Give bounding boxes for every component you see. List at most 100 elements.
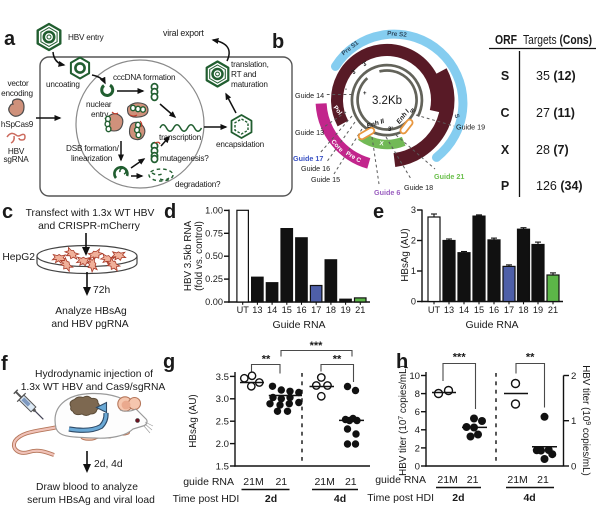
svg-text:21: 21: [537, 474, 549, 486]
svg-text:27 (11): 27 (11): [536, 106, 575, 120]
svg-text:uncoating: uncoating: [46, 80, 80, 89]
svg-text:X: X: [379, 140, 385, 148]
svg-text:transcription: transcription: [159, 133, 202, 142]
svg-text:10: 10: [409, 371, 420, 382]
svg-text:h: h: [396, 351, 408, 373]
svg-text:Guide RNA: Guide RNA: [272, 319, 325, 331]
svg-text:21M: 21M: [314, 476, 334, 488]
svg-text:**: **: [333, 354, 342, 366]
svg-text:0: 0: [415, 461, 420, 472]
svg-text:21: 21: [345, 476, 357, 488]
svg-text:**: **: [526, 352, 535, 364]
svg-text:DSB formation/: DSB formation/: [66, 144, 120, 153]
svg-text:21: 21: [355, 305, 365, 315]
svg-text:Guide 19: Guide 19: [456, 123, 485, 132]
svg-text:Guide 13: Guide 13: [295, 128, 324, 137]
svg-text:Pre S2: Pre S2: [387, 30, 408, 39]
svg-text:0: 0: [411, 297, 416, 307]
svg-text:***: ***: [453, 352, 467, 364]
svg-text:translation,: translation,: [231, 60, 269, 69]
svg-text:21M: 21M: [507, 474, 527, 486]
svg-text:HBV entry: HBV entry: [68, 33, 105, 42]
svg-text:Guide 15: Guide 15: [311, 175, 340, 184]
svg-text:1.00: 1.00: [205, 205, 223, 215]
svg-text:cccDNA formation: cccDNA formation: [113, 73, 176, 82]
svg-text:Guide 17: Guide 17: [293, 154, 323, 163]
svg-text:19: 19: [533, 305, 543, 315]
svg-text:2.5: 2.5: [216, 417, 229, 428]
svg-text:encapsidation: encapsidation: [216, 140, 265, 149]
svg-text:14: 14: [459, 305, 469, 315]
svg-text:Draw blood to analyze: Draw blood to analyze: [36, 482, 138, 493]
svg-text:serum HBsAg and viral load: serum HBsAg and viral load: [27, 495, 155, 506]
svg-text:vector: vector: [7, 79, 29, 88]
svg-text:1.5: 1.5: [216, 461, 229, 472]
svg-text:3': 3': [351, 68, 359, 76]
svg-text:P: P: [501, 179, 509, 193]
svg-text:UT: UT: [237, 305, 250, 315]
svg-text:15: 15: [474, 305, 484, 315]
svg-text:4d: 4d: [523, 492, 535, 504]
svg-text:16: 16: [489, 305, 499, 315]
svg-text:8: 8: [415, 389, 420, 400]
svg-text:hSpCas9: hSpCas9: [1, 120, 34, 129]
svg-text:21: 21: [548, 305, 558, 315]
svg-text:0.50: 0.50: [205, 251, 223, 261]
svg-text:2.0: 2.0: [216, 439, 229, 450]
svg-text:1: 1: [571, 416, 576, 427]
svg-text:5': 5': [408, 108, 416, 116]
svg-text:18: 18: [326, 305, 336, 315]
svg-text:guide RNA: guide RNA: [183, 476, 234, 488]
svg-text:guide RNA: guide RNA: [375, 474, 426, 486]
svg-text:HBV: HBV: [8, 147, 25, 156]
svg-text:f: f: [1, 353, 8, 375]
svg-text:3': 3': [388, 127, 393, 133]
svg-text:4: 4: [415, 425, 421, 436]
svg-text:Pol: Pol: [332, 104, 344, 116]
svg-text:d: d: [164, 201, 176, 223]
svg-text:***: ***: [310, 340, 324, 352]
svg-text:2: 2: [415, 443, 420, 454]
svg-text:4d: 4d: [334, 493, 346, 505]
svg-text:Hydrodynamic injection of: Hydrodynamic injection of: [35, 369, 153, 380]
svg-text:mutagenesis?: mutagenesis?: [160, 154, 209, 163]
svg-text:nuclear: nuclear: [86, 100, 112, 109]
svg-text:17: 17: [504, 305, 514, 315]
svg-text:17: 17: [311, 305, 321, 315]
svg-text:entry: entry: [91, 110, 109, 119]
svg-text:HBV titer (109 copies/mL): HBV titer (109 copies/mL): [580, 365, 591, 476]
svg-text:Guide 16: Guide 16: [301, 164, 330, 173]
svg-text:21: 21: [467, 474, 479, 486]
svg-text:15: 15: [282, 305, 292, 315]
svg-text:a: a: [4, 28, 16, 50]
svg-text:-: -: [345, 87, 347, 93]
svg-text:3: 3: [411, 205, 416, 215]
svg-text:HepG2: HepG2: [2, 252, 35, 263]
svg-text:2d: 2d: [452, 492, 464, 504]
svg-text:Guide 14: Guide 14: [295, 91, 324, 100]
svg-text:28 (7): 28 (7): [536, 143, 569, 157]
svg-text:19: 19: [340, 305, 350, 315]
svg-text:6: 6: [415, 407, 420, 418]
svg-text:Guide 21: Guide 21: [434, 172, 464, 181]
svg-text:encoding: encoding: [1, 89, 33, 98]
svg-text:3.0: 3.0: [216, 394, 229, 405]
svg-text:35 (12): 35 (12): [536, 69, 576, 83]
svg-text:S: S: [453, 113, 461, 119]
svg-text:Analyze HBsAg: Analyze HBsAg: [55, 306, 127, 317]
svg-text:0.25: 0.25: [205, 274, 223, 284]
svg-text:sgRNA: sgRNA: [4, 155, 30, 164]
svg-text:RT and: RT and: [231, 70, 257, 79]
svg-text:2: 2: [411, 236, 416, 246]
svg-text:X: X: [501, 143, 510, 157]
svg-text:UT: UT: [428, 305, 441, 315]
svg-text:S: S: [501, 69, 509, 83]
svg-text:126 (34): 126 (34): [536, 179, 583, 193]
svg-text:2d, 4d: 2d, 4d: [94, 459, 123, 470]
svg-text:21M: 21M: [437, 474, 457, 486]
svg-text:e: e: [373, 201, 384, 223]
svg-text:Time post HDI: Time post HDI: [173, 493, 240, 505]
svg-text:21: 21: [275, 476, 287, 488]
svg-text:g: g: [163, 351, 175, 373]
svg-text:+: +: [363, 91, 367, 97]
